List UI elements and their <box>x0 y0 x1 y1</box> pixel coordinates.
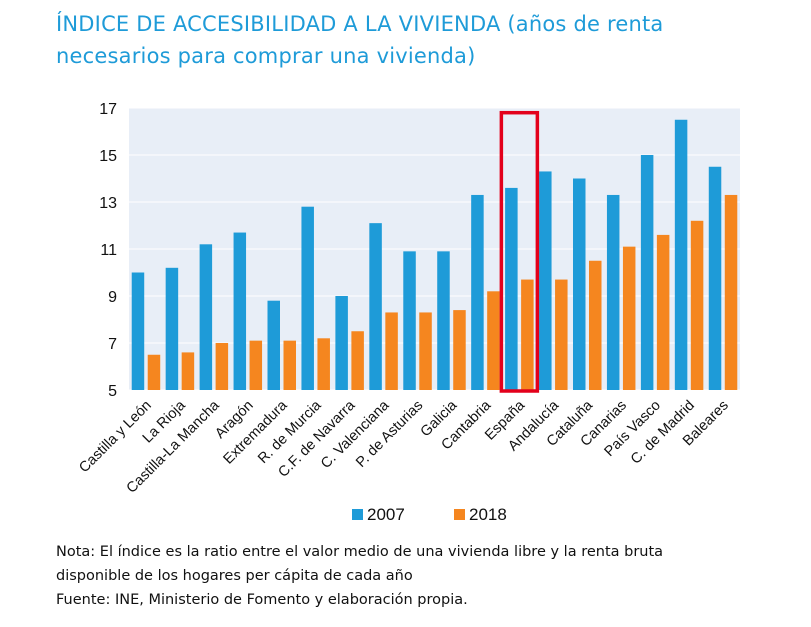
legend-swatch-2018 <box>454 509 465 520</box>
bar-2018 <box>351 331 364 390</box>
bar-2018 <box>656 234 670 390</box>
chart-notes: Nota: El índice es la ratio entre el val… <box>56 540 806 612</box>
bar-2007 <box>233 232 247 390</box>
chart-title: ÍNDICE DE ACCESIBILIDAD A LA VIVIENDA (a… <box>56 8 796 72</box>
bar-2007 <box>267 300 280 390</box>
bar-2018 <box>147 354 161 390</box>
bar-2018 <box>181 352 195 390</box>
bar-2018 <box>589 260 602 390</box>
legend-label-2018: 2018 <box>469 505 507 524</box>
bar-2007 <box>640 155 654 390</box>
bar-2018 <box>283 340 296 390</box>
y-tick-label: 11 <box>100 242 117 259</box>
bar-2018 <box>419 312 432 390</box>
note-line-2: disponible de los hogares per cápita de … <box>56 568 413 584</box>
bar-2007 <box>199 244 213 390</box>
bar-2018 <box>622 246 636 390</box>
y-tick-label: 15 <box>99 148 117 165</box>
bar-2007 <box>403 251 416 390</box>
bar-2018 <box>215 343 229 390</box>
y-tick-label: 5 <box>108 383 117 400</box>
y-tick-label: 7 <box>108 336 117 353</box>
bar-2007 <box>437 251 450 390</box>
y-tick-label: 17 <box>99 101 117 118</box>
bar-2007 <box>606 194 620 390</box>
bar-2007 <box>573 178 586 390</box>
y-tick-label: 13 <box>99 195 117 212</box>
bar-2018 <box>317 338 330 390</box>
bar-2007 <box>369 223 382 390</box>
bar-2018 <box>249 340 263 390</box>
bar-2007 <box>674 119 688 390</box>
bar-2007 <box>471 194 484 390</box>
legend-label-2007: 2007 <box>367 505 405 524</box>
y-tick-label: 9 <box>108 289 117 306</box>
bar-2018 <box>453 310 466 390</box>
bar-2018 <box>385 312 398 390</box>
bar-2007 <box>335 296 348 390</box>
bar-2018 <box>724 194 738 390</box>
bar-2018 <box>690 220 704 390</box>
chart-title-line-2: necesarios para comprar una vivienda) <box>56 44 476 68</box>
bar-2018 <box>521 279 534 390</box>
bar-2007 <box>301 206 314 390</box>
highlight-box <box>499 110 540 393</box>
bar-2007 <box>505 187 518 390</box>
bar-2018 <box>487 291 500 390</box>
bar-2018 <box>555 279 568 390</box>
note-line-1: Nota: El índice es la ratio entre el val… <box>56 544 664 560</box>
bar-2007 <box>708 166 722 390</box>
bar-2007 <box>131 272 145 390</box>
bar-2007 <box>539 171 552 390</box>
bar-2007 <box>165 267 179 390</box>
chart-title-line-1: ÍNDICE DE ACCESIBILIDAD A LA VIVIENDA (a… <box>56 12 664 36</box>
legend-swatch-2007 <box>352 509 363 520</box>
source-line: Fuente: INE, Ministerio de Fomento y ela… <box>56 592 468 608</box>
